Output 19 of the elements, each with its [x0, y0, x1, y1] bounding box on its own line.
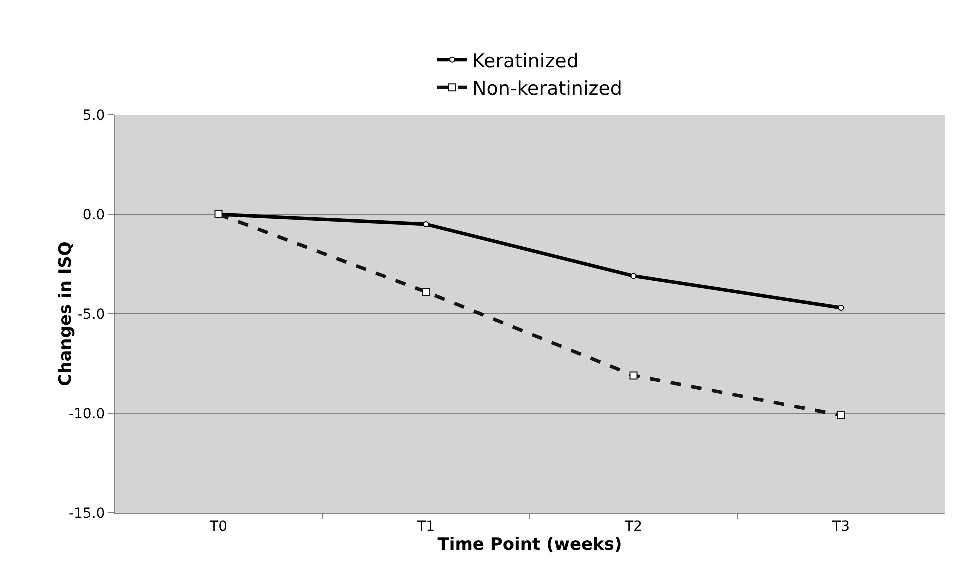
legend-label: Non-keratinized — [472, 78, 622, 100]
legend-label: Keratinized — [472, 50, 579, 72]
point — [422, 288, 430, 296]
y-tick-label: 5.0 — [82, 108, 106, 124]
y-axis-title: Changes in ISQ — [56, 242, 76, 386]
y-tick-label: 0.0 — [82, 207, 106, 224]
x-tick-label: T3 — [832, 518, 850, 535]
point — [630, 372, 638, 380]
point — [838, 305, 844, 312]
x-tick-label: T1 — [416, 518, 435, 535]
y-tick-label: -10.0 — [68, 406, 106, 422]
point — [837, 411, 846, 420]
x-axis-title: Time Point (weeks) — [438, 535, 622, 556]
x-tick-label: T0 — [209, 518, 228, 535]
point — [630, 273, 637, 280]
y-tick-label: -15.0 — [68, 506, 106, 522]
x-tick-label: T2 — [624, 518, 642, 535]
point — [423, 221, 430, 228]
y-tick-label: -5.0 — [78, 306, 106, 323]
